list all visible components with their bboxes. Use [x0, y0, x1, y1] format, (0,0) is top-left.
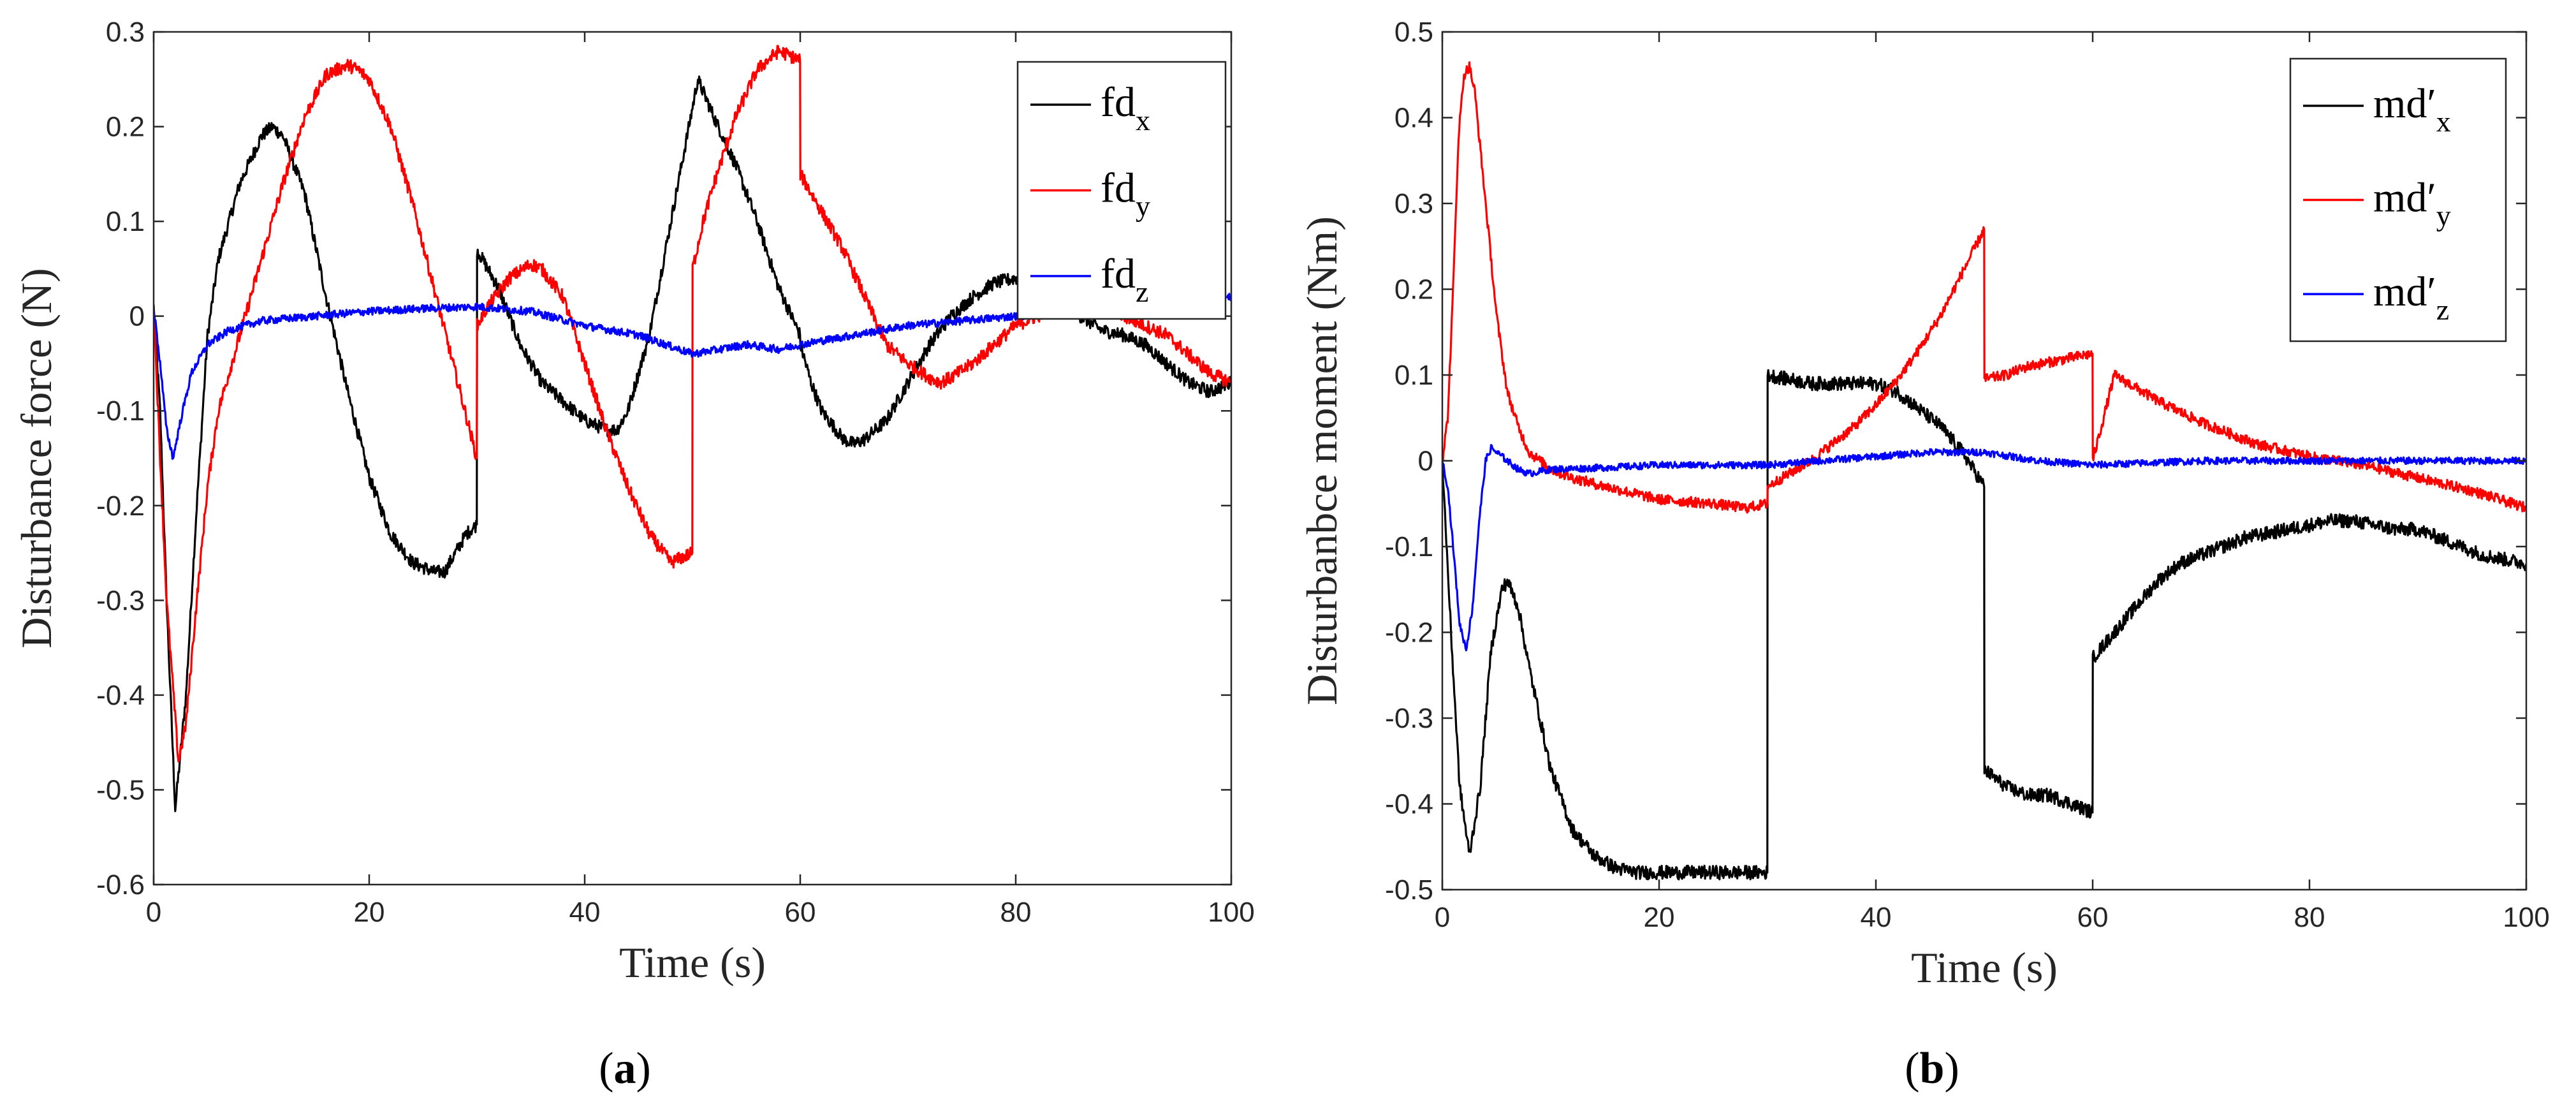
plot-area-frame [152, 31, 1233, 886]
y-tick-label: 0.1 [1394, 360, 1433, 391]
y-tick-label: 0.2 [106, 112, 145, 143]
x-tick-label: 60 [2077, 902, 2109, 933]
x-tick-label: 20 [1644, 902, 1675, 933]
series-line-z [1442, 444, 2526, 652]
y-tick-label: 0 [1418, 446, 1433, 477]
x-tick-label: 60 [785, 897, 816, 928]
x-axis-label: Time (s) [1911, 943, 2058, 992]
x-tick-label: 20 [354, 897, 385, 928]
y-tick-label: -0.2 [1385, 617, 1433, 649]
x-tick-label: 0 [146, 897, 161, 928]
x-tick-label: 0 [1435, 902, 1450, 933]
series-line-x [1442, 369, 2526, 881]
y-tick-label: 0.2 [1394, 274, 1433, 305]
x-tick-label: 100 [1208, 897, 1254, 928]
y-tick-label: -0.5 [1385, 874, 1433, 906]
y-tick-label: -0.1 [96, 395, 145, 427]
y-tick-label: -0.6 [96, 869, 145, 901]
series-group [1442, 61, 2526, 881]
y-tick-label: -0.4 [96, 680, 145, 711]
y-tick-label: -0.4 [1385, 789, 1433, 820]
y-tick-label: 0 [129, 301, 145, 332]
y-tick-label: -0.3 [1385, 703, 1433, 734]
legend: md′xmd′ymd′z [2289, 57, 2507, 342]
x-tick-label: 80 [2294, 902, 2325, 933]
y-tick-label: 0.4 [1394, 103, 1433, 134]
y-tick-label: -0.2 [96, 490, 145, 522]
x-tick-label: 40 [569, 897, 601, 928]
panel-label: (b) [1905, 1044, 1959, 1093]
y-tick-label: 0.5 [1394, 17, 1433, 48]
x-tick-label: 40 [1861, 902, 1892, 933]
x-axis-label: Time (s) [619, 938, 766, 987]
chart-panel-b: 0 20 40 60 80 100 -0.5 -0.4 -0.3 -0.2 -0.1 0 0.1 0.2 0… [1298, 17, 2550, 1093]
y-tick-label: 0.1 [106, 206, 145, 237]
x-tick-label: 80 [1000, 897, 1032, 928]
y-tick-label: -0.3 [96, 585, 145, 616]
y-tick-label: 0.3 [106, 17, 145, 48]
y-tick-label: 0.3 [1394, 188, 1433, 219]
chart-panel-a: 0 20 40 60 80 100 -0.6 -0.5 -0.4 -0.3 -0.2 -0.1 0 0.1… [12, 17, 1255, 1093]
y-axis-label: Disturbance force (N) [12, 268, 61, 649]
y-tick-label: -0.5 [96, 774, 145, 805]
panel-label: (a) [599, 1044, 651, 1093]
y-tick-label: -0.1 [1385, 531, 1433, 563]
x-tick-label: 100 [2503, 902, 2549, 933]
y-axis-label: Disturbanbce moment (Nm) [1298, 216, 1346, 705]
